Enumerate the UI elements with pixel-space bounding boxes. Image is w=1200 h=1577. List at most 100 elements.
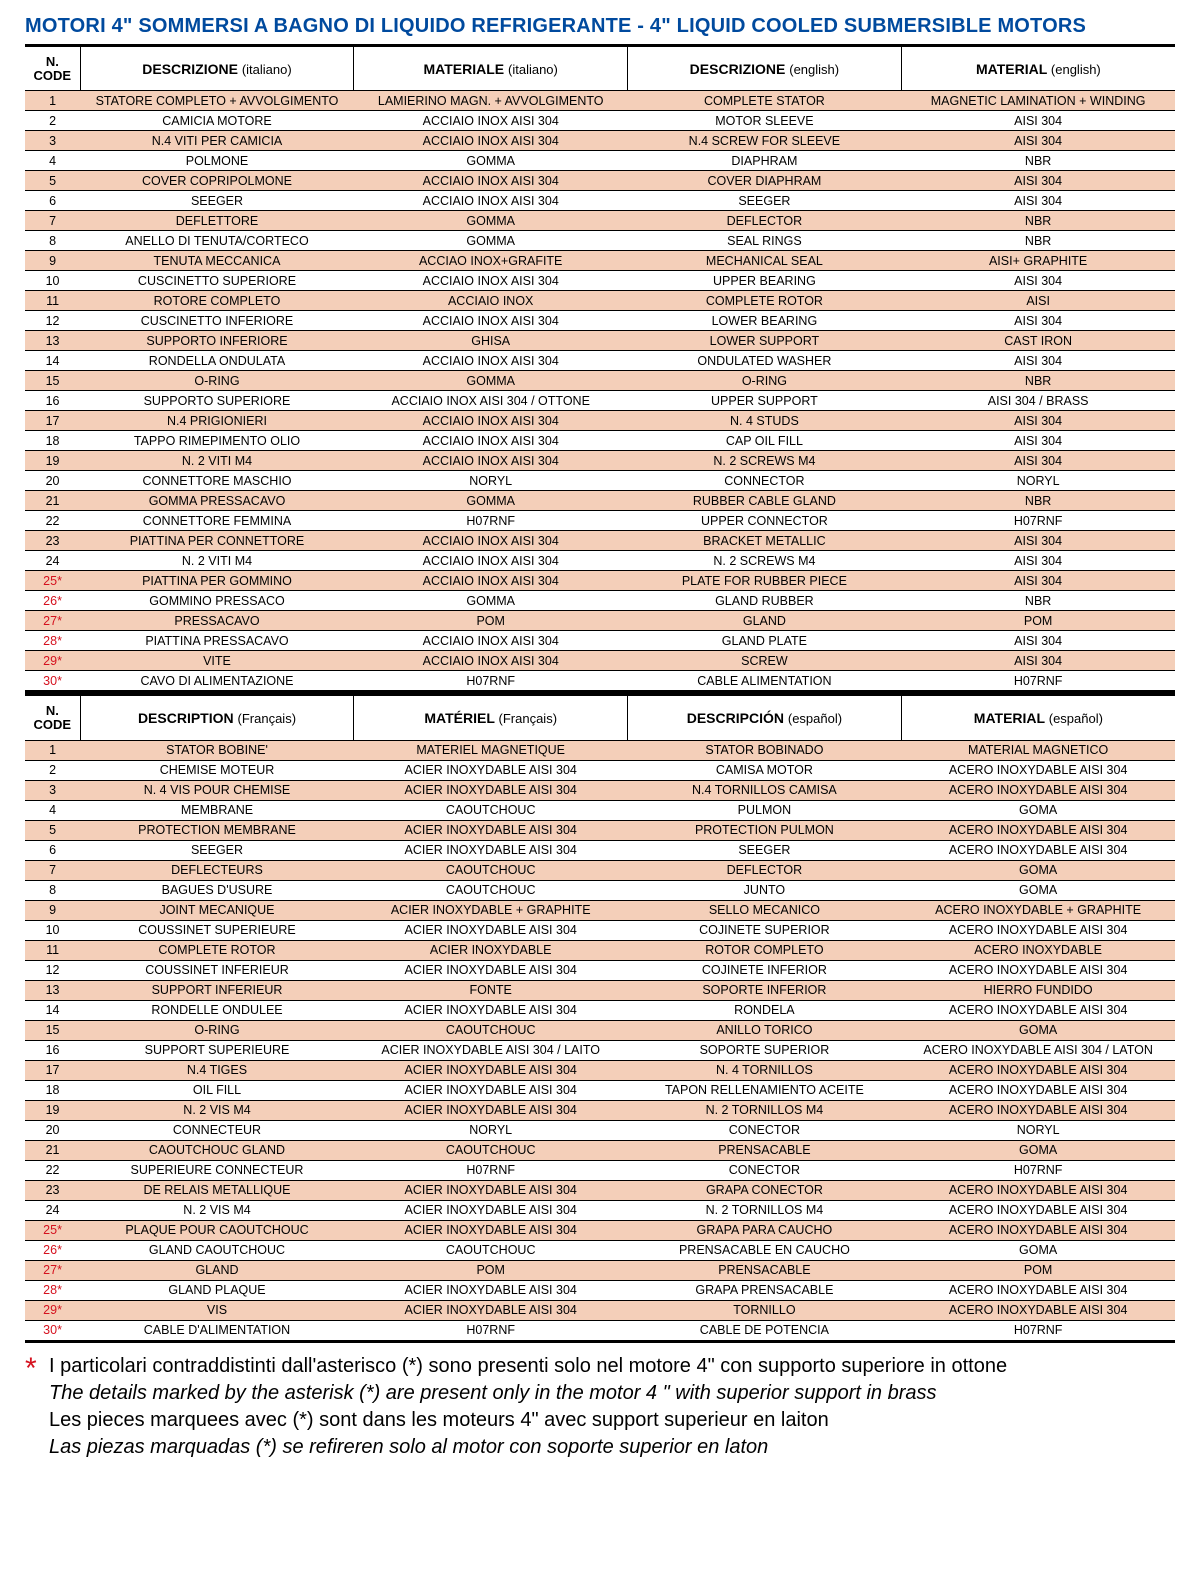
cell-c4: ACERO INOXYDABLE AISI 304	[901, 840, 1175, 860]
cell-c1: SUPPORT INFERIEUR	[80, 980, 354, 1000]
cell-c2: ACIER INOXYDABLE AISI 304	[354, 840, 628, 860]
cell-c4: AISI 304	[901, 631, 1175, 651]
header-ncode: N. CODE	[25, 46, 80, 91]
cell-c3: MECHANICAL SEAL	[628, 251, 902, 271]
cell-c4: AISI 304	[901, 411, 1175, 431]
cell-c1: PROTECTION MEMBRANE	[80, 820, 354, 840]
cell-c1: SEEGER	[80, 191, 354, 211]
cell-c2: CAOUTCHOUC	[354, 880, 628, 900]
cell-c1: CHEMISE MOTEUR	[80, 760, 354, 780]
cell-code: 16	[25, 391, 80, 411]
table-header-row: N. CODE DESCRIPTION (Français) MATÉRIEL …	[25, 695, 1175, 740]
cell-c4: GOMA	[901, 880, 1175, 900]
table-row: 4MEMBRANECAOUTCHOUCPULMONGOMA	[25, 800, 1175, 820]
cell-code: 25*	[25, 1220, 80, 1240]
cell-c3: GLAND PLATE	[628, 631, 902, 651]
cell-c4: NORYL	[901, 1120, 1175, 1140]
cell-c1: CAVO DI ALIMENTAZIONE	[80, 671, 354, 692]
cell-c4: H07RNF	[901, 511, 1175, 531]
cell-c4: NBR	[901, 371, 1175, 391]
table-row: 26*GOMMINO PRESSACOGOMMAGLAND RUBBERNBR	[25, 591, 1175, 611]
cell-code: 11	[25, 940, 80, 960]
cell-c4: POM	[901, 611, 1175, 631]
cell-c4: ACERO INOXYDABLE AISI 304	[901, 1000, 1175, 1020]
cell-c3: CABLE DE POTENCIA	[628, 1320, 902, 1341]
cell-code: 6	[25, 840, 80, 860]
parts-table-bottom: N. CODE DESCRIPTION (Français) MATÉRIEL …	[25, 693, 1175, 1342]
table-row: 7DEFLETTOREGOMMADEFLECTORNBR	[25, 211, 1175, 231]
footnote-it: I particolari contraddistinti dall'aster…	[49, 1353, 1175, 1380]
cell-c2: ACIER INOXYDABLE AISI 304 / LAITO	[354, 1040, 628, 1060]
cell-c2: ACIER INOXYDABLE AISI 304	[354, 820, 628, 840]
cell-c1: DE RELAIS METALLIQUE	[80, 1180, 354, 1200]
cell-code: 2	[25, 111, 80, 131]
cell-c4: MATERIAL MAGNETICO	[901, 740, 1175, 760]
cell-c3: LOWER BEARING	[628, 311, 902, 331]
cell-code: 13	[25, 980, 80, 1000]
header-desc-fr: DESCRIPTION (Français)	[80, 695, 354, 740]
table-row: 30*CABLE D'ALIMENTATIONH07RNFCABLE DE PO…	[25, 1320, 1175, 1341]
cell-c2: POM	[354, 1260, 628, 1280]
cell-c2: ACIER INOXYDABLE AISI 304	[354, 920, 628, 940]
table-row: 17N.4 TIGESACIER INOXYDABLE AISI 304N. 4…	[25, 1060, 1175, 1080]
cell-code: 23	[25, 1180, 80, 1200]
table-row: 2CHEMISE MOTEURACIER INOXYDABLE AISI 304…	[25, 760, 1175, 780]
cell-c3: O-RING	[628, 371, 902, 391]
cell-c3: N. 2 SCREWS M4	[628, 451, 902, 471]
cell-code: 27*	[25, 611, 80, 631]
cell-c2: ACCIAIO INOX AISI 304	[354, 131, 628, 151]
cell-c1: N. 2 VITI M4	[80, 451, 354, 471]
cell-c3: N. 4 TORNILLOS	[628, 1060, 902, 1080]
table-row: 11COMPLETE ROTORACIER INOXYDABLEROTOR CO…	[25, 940, 1175, 960]
cell-c1: CONNECTEUR	[80, 1120, 354, 1140]
cell-c1: VIS	[80, 1300, 354, 1320]
cell-c1: PRESSACAVO	[80, 611, 354, 631]
cell-code: 18	[25, 431, 80, 451]
cell-c4: AISI 304	[901, 571, 1175, 591]
table-row: 15O-RINGGOMMAO-RINGNBR	[25, 371, 1175, 391]
cell-code: 9	[25, 251, 80, 271]
cell-c4: H07RNF	[901, 1160, 1175, 1180]
cell-c4: GOMA	[901, 1240, 1175, 1260]
table-row: 4POLMONEGOMMADIAPHRAMNBR	[25, 151, 1175, 171]
cell-code: 20	[25, 1120, 80, 1140]
cell-c3: N. 2 SCREWS M4	[628, 551, 902, 571]
cell-code: 3	[25, 131, 80, 151]
cell-code: 10	[25, 271, 80, 291]
cell-c2: ACIER INOXYDABLE AISI 304	[354, 1080, 628, 1100]
cell-c3: BRACKET METALLIC	[628, 531, 902, 551]
cell-c1: DEFLECTEURS	[80, 860, 354, 880]
cell-c2: ACIER INOXYDABLE AISI 304	[354, 1100, 628, 1120]
cell-c2: CAOUTCHOUC	[354, 1020, 628, 1040]
cell-c4: AISI 304	[901, 111, 1175, 131]
cell-c1: O-RING	[80, 1020, 354, 1040]
cell-c2: ACCIAIO INOX	[354, 291, 628, 311]
table-row: 28*GLAND PLAQUEACIER INOXYDABLE AISI 304…	[25, 1280, 1175, 1300]
cell-c4: POM	[901, 1260, 1175, 1280]
cell-c1: SUPPORT SUPERIEURE	[80, 1040, 354, 1060]
cell-code: 27*	[25, 1260, 80, 1280]
parts-table-top: N. CODE DESCRIZIONE (italiano) MATERIALE…	[25, 44, 1175, 693]
cell-c4: ACERO INOXYDABLE	[901, 940, 1175, 960]
cell-code: 13	[25, 331, 80, 351]
table-row: 3N. 4 VIS POUR CHEMISEACIER INOXYDABLE A…	[25, 780, 1175, 800]
cell-code: 3	[25, 780, 80, 800]
cell-code: 4	[25, 151, 80, 171]
cell-c3: GLAND RUBBER	[628, 591, 902, 611]
cell-code: 21	[25, 1140, 80, 1160]
cell-c3: STATOR BOBINADO	[628, 740, 902, 760]
cell-c2: NORYL	[354, 1120, 628, 1140]
cell-c3: PRENSACABLE	[628, 1260, 902, 1280]
cell-c1: SUPPORTO INFERIORE	[80, 331, 354, 351]
cell-c3: COMPLETE ROTOR	[628, 291, 902, 311]
cell-c3: TAPON RELLENAMIENTO ACEITE	[628, 1080, 902, 1100]
cell-c3: SEEGER	[628, 191, 902, 211]
cell-c4: GOMA	[901, 860, 1175, 880]
table-row: 26*GLAND CAOUTCHOUCCAOUTCHOUCPRENSACABLE…	[25, 1240, 1175, 1260]
header-desc-en: DESCRIZIONE (english)	[628, 46, 902, 91]
cell-c1: SEEGER	[80, 840, 354, 860]
cell-c4: AISI 304	[901, 131, 1175, 151]
cell-c1: STATORE COMPLETO + AVVOLGIMENTO	[80, 91, 354, 111]
cell-c1: TAPPO RIMEPIMENTO OLIO	[80, 431, 354, 451]
cell-c3: RONDELA	[628, 1000, 902, 1020]
